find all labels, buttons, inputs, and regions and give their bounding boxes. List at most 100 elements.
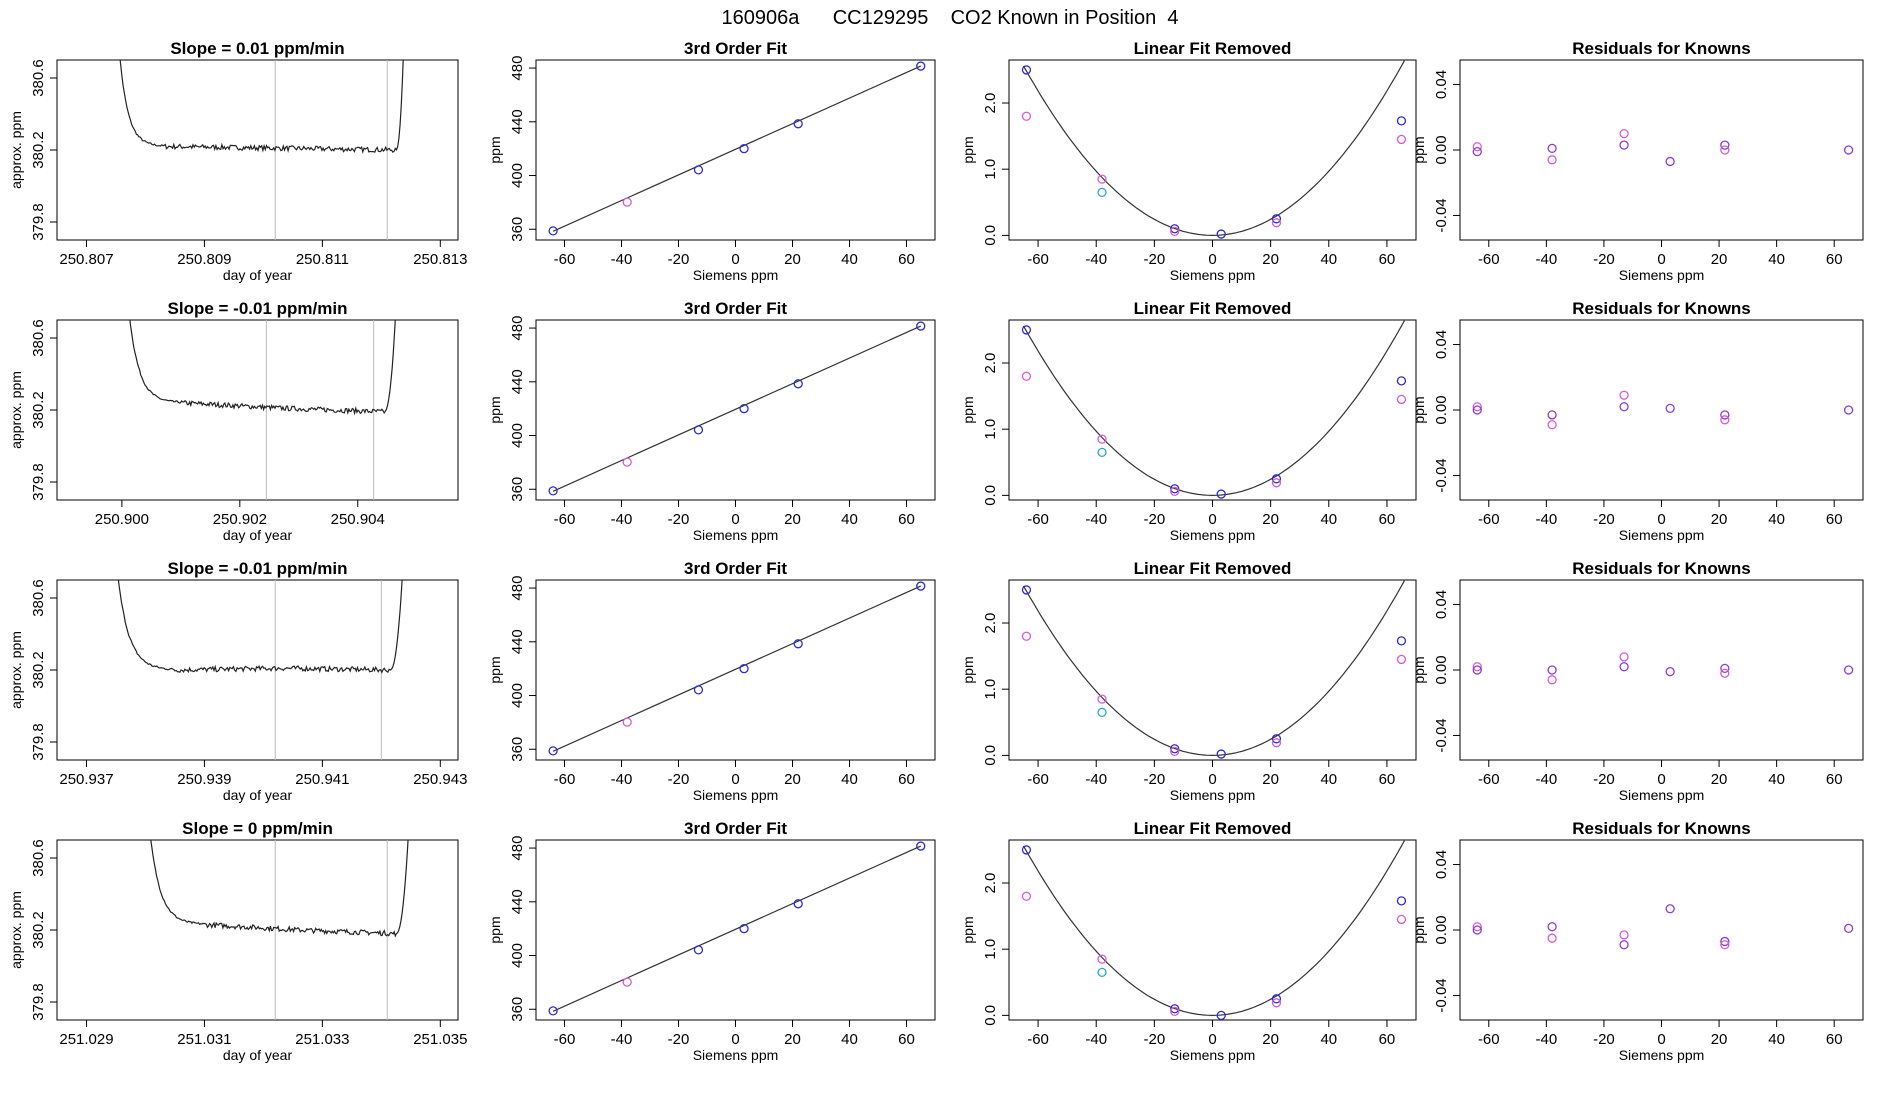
plot-frame (1008, 839, 1417, 1021)
y-tick-label: 380.2 (30, 651, 47, 689)
y-tick-label: 380.6 (30, 579, 47, 617)
x-tick-label: 60 (1826, 511, 1843, 528)
data-point (1021, 111, 1032, 121)
x-tick-label: 0 (731, 771, 739, 788)
x-axis-label: Siemens ppm (1619, 787, 1705, 803)
x-tick-label: 20 (1262, 771, 1279, 788)
x-axis-label: Siemens ppm (693, 527, 779, 543)
data-point (739, 664, 749, 674)
data-point (1396, 376, 1407, 386)
x-axis-label: Siemens ppm (1619, 267, 1705, 283)
y-tick-label: 400 (509, 423, 526, 448)
y-tick-label: 1.0 (982, 679, 999, 700)
y-tick-label: -0.04 (1433, 198, 1450, 232)
data-point (1619, 390, 1629, 400)
data-point (1472, 142, 1482, 152)
x-tick-label: -60 (1027, 1031, 1049, 1048)
x-tick-label: 250.807 (59, 251, 113, 268)
data-point (1396, 636, 1407, 646)
x-tick-label: 20 (784, 251, 801, 268)
panel-2-4: Residuals for Knowns -60 -40 -20 0 20 40 60 Siem… (1411, 299, 1864, 543)
chart-title: Residuals for Knowns (1572, 819, 1751, 838)
data-point (622, 977, 632, 987)
x-tick-label: -60 (1027, 511, 1049, 528)
data-point (793, 379, 803, 389)
chart-title: Linear Fit Removed (1134, 559, 1292, 578)
data-point (1396, 116, 1407, 126)
x-tick-label: -40 (611, 771, 633, 788)
y-tick-label: 360 (509, 477, 526, 502)
y-tick-label: 1.0 (982, 419, 999, 440)
x-tick-label: 40 (1768, 771, 1785, 788)
x-tick-label: 20 (784, 511, 801, 528)
x-tick-label: 0 (1208, 251, 1216, 268)
x-tick-label: 20 (784, 1031, 801, 1048)
panel-4-1: Slope = 0 ppm/min 251.029 251.031 251.033 25… (8, 819, 467, 1063)
x-tick-label: -20 (1144, 251, 1166, 268)
chart-title: Linear Fit Removed (1134, 39, 1292, 58)
data-point (1271, 734, 1282, 744)
x-tick-label: -60 (554, 511, 576, 528)
y-tick-label: 2.0 (982, 613, 999, 634)
data-point (693, 165, 704, 175)
x-tick-label: -40 (1536, 771, 1558, 788)
y-tick-label: 0.00 (1433, 915, 1450, 944)
x-tick-label: -40 (611, 251, 633, 268)
x-tick-label: 0 (1657, 771, 1665, 788)
x-tick-label: 0 (1208, 511, 1216, 528)
x-tick-label: 20 (1711, 251, 1728, 268)
x-axis-label: day of year (223, 267, 293, 283)
data-point (739, 404, 749, 414)
data-point (1547, 922, 1557, 932)
fit-line (552, 65, 921, 232)
x-tick-label: -40 (1085, 1031, 1107, 1048)
x-tick-label: -60 (1478, 251, 1500, 268)
x-tick-label: -40 (1536, 1031, 1558, 1048)
y-tick-label: 480 (509, 56, 526, 81)
chart-title: 3rd Order Fit (684, 819, 787, 838)
plot-frame (56, 319, 459, 501)
fit-line (552, 845, 921, 1012)
y-axis-label: ppm (960, 136, 976, 163)
x-tick-label: 60 (1379, 511, 1396, 528)
plot-frame (1459, 579, 1864, 761)
x-tick-label: -60 (1027, 771, 1049, 788)
y-tick-label: -0.04 (1433, 458, 1450, 492)
x-tick-label: 60 (1379, 251, 1396, 268)
fit-line (552, 325, 921, 492)
y-tick-label: -0.04 (1433, 978, 1450, 1012)
y-tick-label: 379.8 (30, 203, 47, 241)
panel-1-1: Slope = 0.01 ppm/min 250.807 250.809 250.81… (8, 39, 467, 283)
panel-2-3: Linear Fit Removed -60 -40 -20 0 20 40 60 Siemen… (960, 299, 1417, 543)
y-tick-label: 0.00 (1433, 655, 1450, 684)
x-tick-label: 251.029 (59, 1031, 113, 1048)
data-point (1170, 224, 1180, 234)
data-point (1472, 402, 1482, 412)
data-point (1472, 925, 1482, 935)
y-axis-label: ppm (487, 916, 503, 943)
x-axis-label: Siemens ppm (1170, 1047, 1256, 1063)
data-point (1619, 940, 1629, 950)
x-tick-label: -20 (1144, 1031, 1166, 1048)
x-tick-label: 20 (1711, 771, 1728, 788)
y-axis-label: ppm (1411, 136, 1427, 163)
chart-title: Slope = 0 ppm/min (182, 819, 333, 838)
y-tick-label: 360 (509, 997, 526, 1022)
chart-title: Residuals for Knowns (1572, 299, 1751, 318)
chart-title: 3rd Order Fit (684, 39, 787, 58)
data-point (622, 197, 632, 207)
panel-4-4: Residuals for Knowns -60 -40 -20 0 20 40 60 Siem… (1411, 819, 1864, 1063)
x-axis-label: Siemens ppm (693, 1047, 779, 1063)
data-point (1720, 145, 1730, 155)
x-tick-label: -20 (1593, 511, 1615, 528)
x-tick-label: 20 (1262, 511, 1279, 528)
data-point (693, 685, 704, 695)
data-point (1021, 585, 1032, 595)
y-tick-label: 480 (509, 576, 526, 601)
data-point (693, 425, 704, 435)
data-point (1021, 845, 1032, 855)
data-point (1216, 1010, 1226, 1020)
x-tick-label: -20 (1593, 1031, 1615, 1048)
x-tick-label: -20 (1144, 511, 1166, 528)
chart-title: Slope = -0.01 ppm/min (168, 299, 348, 318)
